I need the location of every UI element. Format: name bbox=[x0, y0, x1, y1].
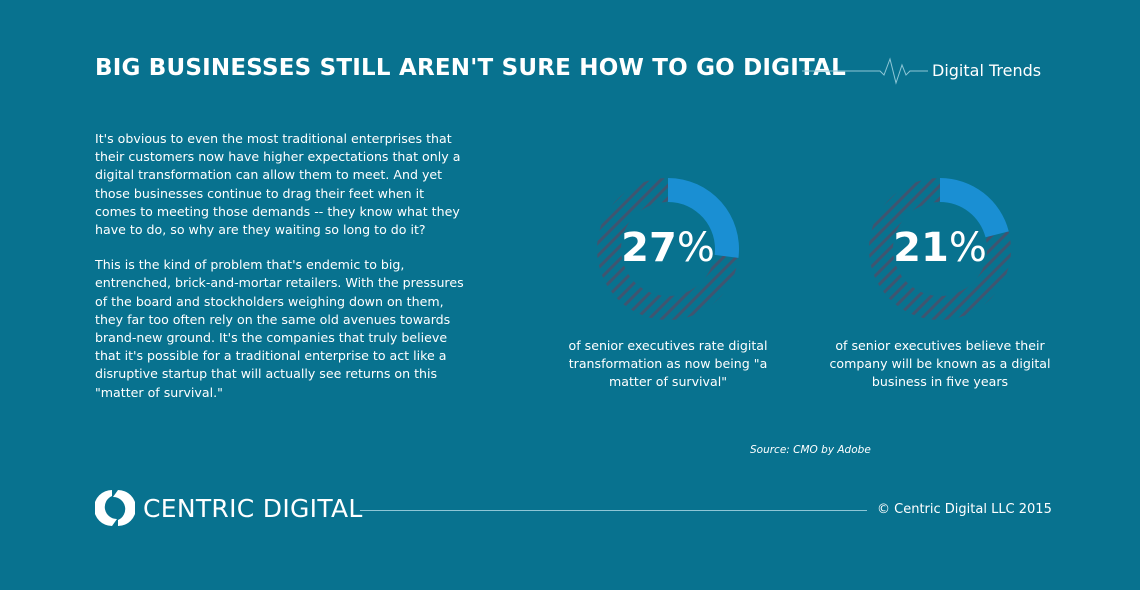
donut-remainder-segment bbox=[597, 178, 739, 320]
donut-value-segment bbox=[940, 178, 1009, 238]
logo-icon bbox=[95, 490, 135, 526]
paragraph: It's obvious to even the most traditiona… bbox=[95, 131, 461, 238]
donut-2-caption: of senior executives believe their compa… bbox=[829, 338, 1051, 389]
paragraph: This is the kind of problem that's endem… bbox=[95, 257, 464, 400]
source-note: Source: CMO by Adobe bbox=[750, 444, 871, 456]
logo: CENTRIC DIGITAL bbox=[95, 488, 363, 528]
donut-chart-2 bbox=[869, 178, 1011, 320]
donut-chart-1 bbox=[597, 178, 739, 320]
donut-1-value: 27% bbox=[621, 225, 715, 271]
copyright: © Centric Digital LLC 2015 bbox=[877, 502, 1052, 517]
donut-remainder-segment bbox=[869, 178, 1011, 320]
article-body: It's obvious to even the most traditiona… bbox=[95, 130, 467, 419]
category-tag: Digital Trends bbox=[932, 61, 1042, 80]
logo-text: CENTRIC DIGITAL bbox=[143, 493, 363, 523]
footer-divider bbox=[360, 510, 867, 511]
donut-2-value: 21% bbox=[893, 225, 987, 271]
page-title: BIG BUSINESSES STILL AREN'T SURE HOW TO … bbox=[95, 55, 846, 81]
pulse-line-icon bbox=[802, 57, 928, 85]
donut-value-segment bbox=[668, 178, 739, 258]
donut-1-caption: of senior executives rate digital transf… bbox=[568, 338, 768, 389]
